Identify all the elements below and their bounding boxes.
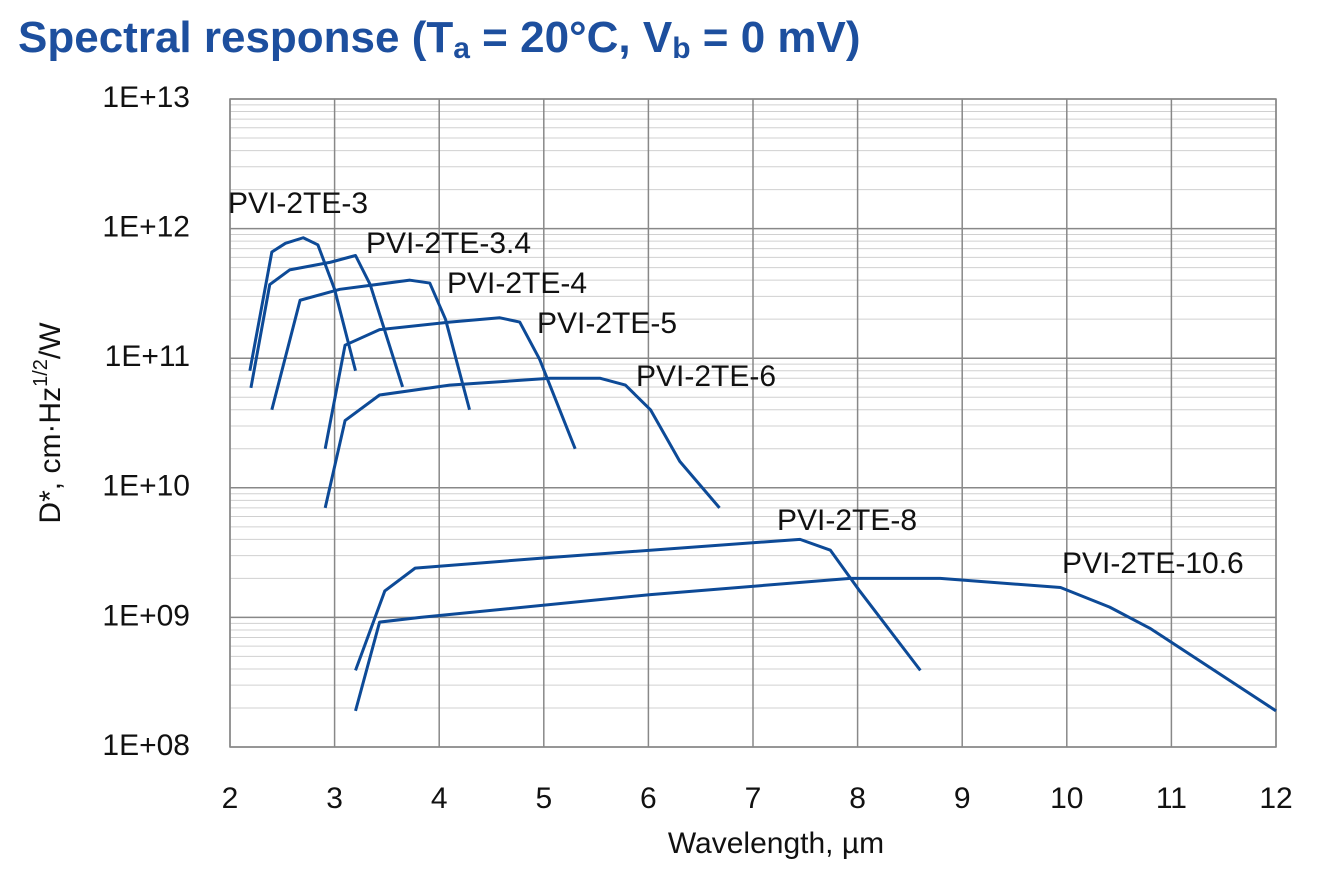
series-line xyxy=(354,576,1277,713)
x-tick-label: 10 xyxy=(1050,782,1083,815)
y-label-part: D*, cm·Hz xyxy=(34,387,67,524)
y-tick-label: 1E+08 xyxy=(102,729,190,762)
title-subscript: b xyxy=(672,32,690,65)
y-label-superscript: 1/2 xyxy=(30,359,52,387)
x-tick-label: 7 xyxy=(745,782,762,815)
series-label: PVI-2TE-5 xyxy=(537,307,677,340)
x-tick-label: 12 xyxy=(1259,782,1292,815)
x-tick-label: 11 xyxy=(1156,782,1187,815)
x-tick-label: 4 xyxy=(431,782,448,815)
y-tick-label: 1E+09 xyxy=(102,599,190,632)
x-tick-label: 9 xyxy=(954,782,971,815)
y-axis-label: D*, cm·Hz1/2/W xyxy=(30,322,67,524)
x-tick-label: 3 xyxy=(326,782,343,815)
series-label: PVI-2TE-6 xyxy=(636,360,776,393)
x-tick-label: 2 xyxy=(222,782,239,815)
y-label-part: /W xyxy=(34,322,67,359)
y-tick-label: 1E+12 xyxy=(102,211,190,244)
series-line xyxy=(323,376,721,509)
title-subscript: a xyxy=(453,32,470,65)
x-tick-label: 6 xyxy=(640,782,657,815)
y-tick-label: 1E+13 xyxy=(102,81,190,114)
x-tick-label: 8 xyxy=(849,782,866,815)
series-line xyxy=(323,316,577,450)
series-label: PVI-2TE-10.6 xyxy=(1062,547,1244,580)
y-tick-label: 1E+11 xyxy=(105,340,190,373)
series-label: PVI-2TE-3.4 xyxy=(366,227,531,260)
title-part: Spectral response (T xyxy=(18,13,453,62)
series-label: PVI-2TE-8 xyxy=(777,504,917,537)
grid xyxy=(229,98,1277,748)
y-tick-label: 1E+10 xyxy=(102,470,190,503)
series-line xyxy=(270,278,471,411)
series-line xyxy=(354,537,922,672)
chart-title: Spectral response (Ta = 20°C, Vb = 0 mV) xyxy=(18,13,861,65)
series-label: PVI-2TE-3 xyxy=(228,187,368,220)
title-part: = 0 mV) xyxy=(691,13,861,62)
series-line xyxy=(249,254,405,389)
x-axis-label: Wavelength, µm xyxy=(668,827,884,860)
plot-frame xyxy=(229,98,1277,748)
series-label: PVI-2TE-4 xyxy=(447,267,587,300)
title-part: = 20°C, V xyxy=(470,13,673,62)
x-tick-label: 5 xyxy=(535,782,552,815)
